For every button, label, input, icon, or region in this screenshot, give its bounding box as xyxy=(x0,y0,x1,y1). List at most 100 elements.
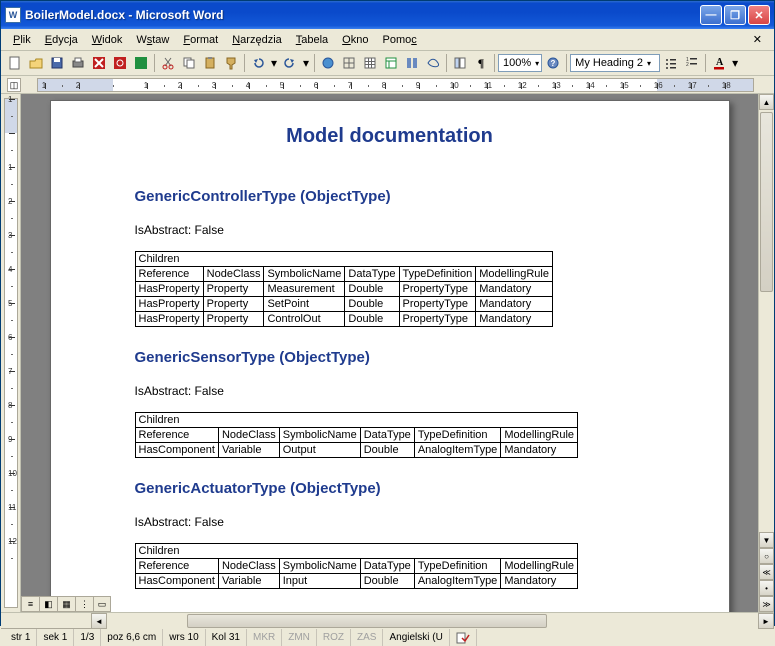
open-icon[interactable] xyxy=(26,53,46,73)
new-doc-icon[interactable] xyxy=(5,53,25,73)
page: Model documentationGenericControllerType… xyxy=(50,100,730,612)
table-cell: Double xyxy=(360,443,414,458)
minimize-button[interactable]: — xyxy=(700,5,722,25)
status-spell-icon[interactable] xyxy=(450,629,477,646)
menu-tabela[interactable]: Tabela xyxy=(290,32,334,48)
style-combo[interactable]: My Heading 2▾ xyxy=(570,54,660,72)
table-cell: AnalogItemType xyxy=(414,443,501,458)
menu-narzedzia[interactable]: Narzędzia xyxy=(226,32,288,48)
table-col-header: DataType xyxy=(345,267,399,282)
zoom-combo[interactable]: 100%▾ xyxy=(498,54,542,72)
vertical-scrollbar[interactable]: ▲ ▼ ○ ≪ • ≫ xyxy=(758,94,774,612)
doc-table: ChildrenReferenceNodeClassSymbolicNameDa… xyxy=(135,543,579,589)
redo-dropdown[interactable]: ▾ xyxy=(301,53,311,73)
scroll-right-icon[interactable]: ► xyxy=(758,613,774,629)
browse-obj-icon[interactable]: • xyxy=(759,580,774,596)
web-view-icon[interactable]: ◧ xyxy=(39,596,57,612)
table-cell: Double xyxy=(345,282,399,297)
status-roz[interactable]: ROZ xyxy=(317,629,351,646)
table-cell: Input xyxy=(279,574,360,589)
table-cell: PropertyType xyxy=(399,312,476,327)
outline-view-icon[interactable]: ⋮ xyxy=(75,596,93,612)
save-icon[interactable] xyxy=(47,53,67,73)
font-color-icon[interactable]: A xyxy=(709,53,729,73)
font-color-dropdown[interactable]: ▾ xyxy=(730,53,740,73)
table-col-header: ModellingRule xyxy=(476,267,553,282)
maximize-button[interactable]: ❐ xyxy=(724,5,746,25)
scroll-up-icon[interactable]: ▲ xyxy=(759,94,774,110)
redo-icon[interactable] xyxy=(280,53,300,73)
table-cell: PropertyType xyxy=(399,297,476,312)
columns-icon[interactable] xyxy=(402,53,422,73)
menu-pomoc[interactable]: Pomoc xyxy=(376,32,422,48)
table-cell: HasProperty xyxy=(135,312,203,327)
table-row: HasPropertyPropertyMeasurementDoubleProp… xyxy=(135,282,552,297)
next-page-icon[interactable]: ≫ xyxy=(759,596,774,612)
table-cell: HasComponent xyxy=(135,443,218,458)
prev-page-icon[interactable]: ≪ xyxy=(759,564,774,580)
print-icon[interactable] xyxy=(68,53,88,73)
table-col-header: DataType xyxy=(360,428,414,443)
hyperlink-icon[interactable] xyxy=(318,53,338,73)
svg-text:2: 2 xyxy=(686,62,689,68)
doc-abstract: IsAbstract: False xyxy=(135,384,645,398)
select-browse-icon[interactable]: ○ xyxy=(759,548,774,564)
scroll-left-icon[interactable]: ◄ xyxy=(91,613,107,629)
status-lang[interactable]: Angielski (U xyxy=(383,629,449,646)
table-cell: Double xyxy=(360,574,414,589)
status-zmn[interactable]: ZMN xyxy=(282,629,317,646)
vertical-ruler[interactable]: 1123456789101112 xyxy=(1,94,21,612)
menu-widok[interactable]: Widok xyxy=(86,32,129,48)
window-title: BoilerModel.docx - Microsoft Word xyxy=(25,8,700,22)
doc-abstract: IsAbstract: False xyxy=(135,515,645,529)
undo-dropdown[interactable]: ▾ xyxy=(269,53,279,73)
drawing-icon[interactable] xyxy=(423,53,443,73)
horizontal-scrollbar[interactable]: ◄ ► xyxy=(91,613,774,629)
tables-borders-icon[interactable] xyxy=(339,53,359,73)
doc-table: ChildrenReferenceNodeClassSymbolicNameDa… xyxy=(135,412,579,458)
statusbar: str 1 sek 1 1/3 poz 6,6 cm wrs 10 Kol 31… xyxy=(1,628,774,646)
show-hide-icon[interactable]: ¶ xyxy=(471,53,491,73)
bullets-icon[interactable] xyxy=(661,53,681,73)
table-cell: Measurement xyxy=(264,282,345,297)
menu-plik[interactable]: Plik xyxy=(7,32,37,48)
scroll-down-icon[interactable]: ▼ xyxy=(759,532,774,548)
svg-text:A: A xyxy=(716,57,724,68)
paste-icon[interactable] xyxy=(200,53,220,73)
undo-icon[interactable] xyxy=(248,53,268,73)
table-cell: Mandatory xyxy=(476,282,553,297)
status-page: str 1 xyxy=(5,629,37,646)
menu-wstaw[interactable]: Wstaw xyxy=(130,32,175,48)
menu-close-doc[interactable]: ✕ xyxy=(747,31,768,48)
table-col-header: SymbolicName xyxy=(279,559,360,574)
reading-view-icon[interactable]: ▭ xyxy=(93,596,111,612)
toolbars: ▾ ▾ ¶ 100%▾ ? My Heading 2▾ 12 A ▾ xyxy=(1,51,774,76)
table-cell: Property xyxy=(203,282,264,297)
numbering-icon[interactable]: 12 xyxy=(682,53,702,73)
status-mkr[interactable]: MKR xyxy=(247,629,282,646)
doc-map-icon[interactable] xyxy=(450,53,470,73)
table-header: Children xyxy=(135,252,552,267)
copy-icon[interactable] xyxy=(179,53,199,73)
status-zas[interactable]: ZAS xyxy=(351,629,383,646)
zoom-value: 100% xyxy=(503,57,531,69)
horizontal-ruler[interactable]: ◫ 12123456789101112131415161718 xyxy=(1,76,774,94)
menu-okno[interactable]: Okno xyxy=(336,32,374,48)
print-view-icon[interactable]: ▦ xyxy=(57,596,75,612)
claws-icon[interactable] xyxy=(89,53,109,73)
menu-edycja[interactable]: Edycja xyxy=(39,32,84,48)
worksheet-icon[interactable] xyxy=(381,53,401,73)
help-icon[interactable]: ? xyxy=(543,53,563,73)
cut-icon[interactable] xyxy=(158,53,178,73)
close-button[interactable]: ✕ xyxy=(748,5,770,25)
menu-format[interactable]: Format xyxy=(177,32,224,48)
normal-view-icon[interactable]: ≡ xyxy=(21,596,39,612)
scroll-thumb-v[interactable] xyxy=(760,112,773,292)
cmp-icon[interactable] xyxy=(131,53,151,73)
format-painter-icon[interactable] xyxy=(221,53,241,73)
gear-icon[interactable] xyxy=(110,53,130,73)
table-cell: PropertyType xyxy=(399,282,476,297)
document-area[interactable]: Model documentationGenericControllerType… xyxy=(21,94,758,612)
insert-table-icon[interactable] xyxy=(360,53,380,73)
standard-toolbar: ▾ ▾ ¶ 100%▾ ? My Heading 2▾ 12 A ▾ xyxy=(1,51,774,75)
